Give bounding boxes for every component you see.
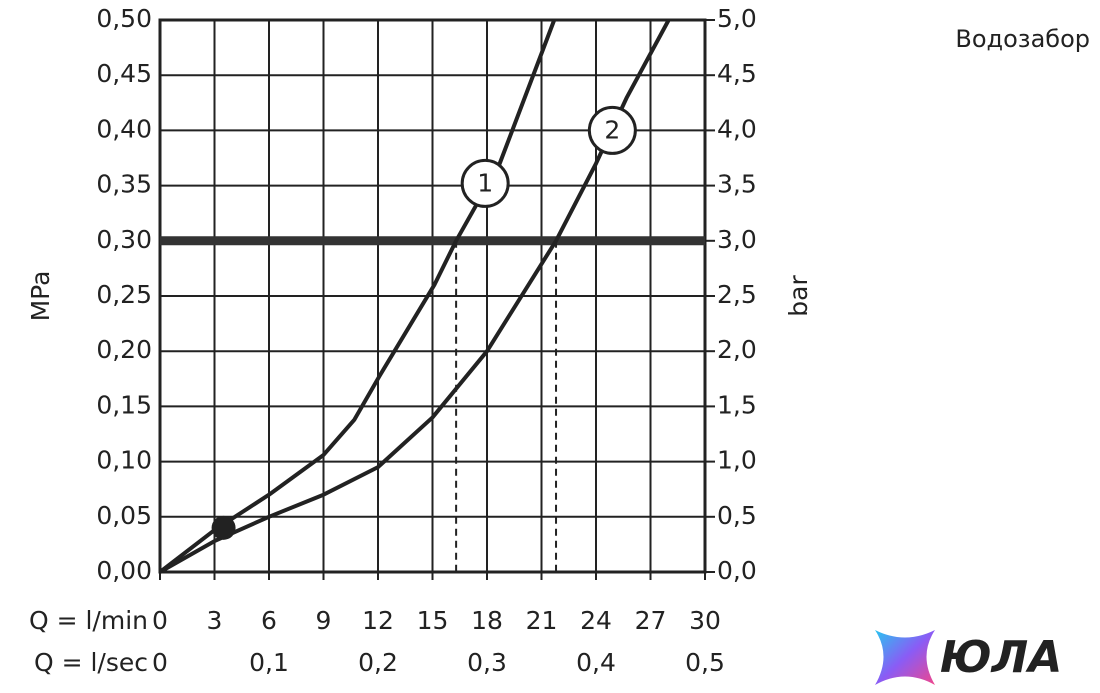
x2-tick-label: 0,1 <box>249 648 289 677</box>
y-tick-label: 0,35 <box>96 170 152 199</box>
y-tick-label: 0,20 <box>96 335 152 364</box>
y-axis-label: MPa <box>26 271 55 322</box>
y2-tick-label: 3,0 <box>717 225 757 254</box>
y-tick-label: 0,00 <box>96 556 152 585</box>
x-tick-label: 6 <box>261 606 277 635</box>
marker-point <box>211 515 236 540</box>
x2-tick-label: 0,4 <box>576 648 616 677</box>
x2-tick-label: 0,5 <box>685 648 725 677</box>
y2-tick-label: 3,5 <box>717 170 757 199</box>
x-tick-label: 0 <box>152 606 168 635</box>
x-tick-label: 30 <box>689 606 721 635</box>
x-tick-label: 15 <box>417 606 449 635</box>
y-tick-label: 0,40 <box>96 114 152 143</box>
plot: 0,000,050,100,150,200,250,300,350,400,45… <box>96 4 756 677</box>
y-tick-label: 0,10 <box>96 446 152 475</box>
series-label-circle <box>460 158 510 208</box>
chart-title: Водозабор <box>955 25 1090 53</box>
logo-icon <box>875 630 935 685</box>
y2-tick-label: 5,0 <box>717 4 757 33</box>
x-tick-label: 18 <box>471 606 503 635</box>
y2-tick-label: 4,5 <box>717 59 757 88</box>
legend-label: 2 <box>604 115 620 144</box>
y-tick-label: 0,45 <box>96 59 152 88</box>
y2-tick-label: 0,5 <box>717 501 757 530</box>
x-tick-label: 27 <box>635 606 667 635</box>
y-tick-label: 0,50 <box>96 4 152 33</box>
x2-tick-label: 0,3 <box>467 648 507 677</box>
x2-tick-label: 0 <box>152 648 168 677</box>
x-axis-label: Q = l/min <box>29 606 148 635</box>
y2-tick-label: 4,0 <box>717 114 757 143</box>
x2-tick-label: 0,2 <box>358 648 398 677</box>
x-tick-label: 24 <box>580 606 612 635</box>
series-label-circle <box>587 105 637 155</box>
y2-tick-label: 1,0 <box>717 446 757 475</box>
legend-label: 1 <box>477 168 493 197</box>
y-tick-label: 0,15 <box>96 390 152 419</box>
y2-tick-label: 1,5 <box>717 390 757 419</box>
y-tick-label: 0,30 <box>96 225 152 254</box>
x-tick-label: 21 <box>526 606 558 635</box>
y2-axis-label: bar <box>784 275 813 317</box>
y-tick-label: 0,05 <box>96 501 152 530</box>
x-tick-label: 3 <box>207 606 223 635</box>
y2-tick-label: 2,0 <box>717 335 757 364</box>
plot-frame <box>158 18 707 574</box>
y-tick-label: 0,25 <box>96 280 152 309</box>
x-tick-label: 12 <box>362 606 394 635</box>
x2-axis-label: Q = l/sec <box>34 648 148 677</box>
x-tick-label: 9 <box>316 606 332 635</box>
logo-text: ЮЛА <box>940 632 1062 683</box>
y2-tick-label: 0,0 <box>717 556 757 585</box>
y2-tick-label: 2,5 <box>717 280 757 309</box>
